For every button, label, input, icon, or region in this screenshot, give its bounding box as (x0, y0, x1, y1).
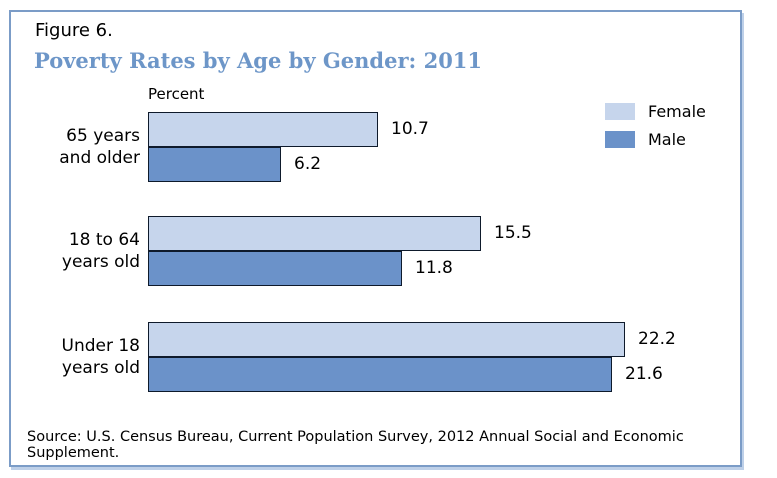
legend-label-male: Male (648, 130, 686, 149)
category-label: 65 years and older (59, 126, 140, 168)
male-bar (148, 147, 281, 182)
male-bar (148, 357, 612, 392)
legend-label-female: Female (648, 102, 706, 121)
male-value-label: 11.8 (415, 258, 453, 278)
female-value-label: 15.5 (494, 223, 532, 243)
source-note: Source: U.S. Census Bureau, Current Popu… (27, 429, 684, 461)
category-label: Under 18 years old (61, 336, 141, 378)
category-label: 18 to 64 years old (61, 230, 140, 272)
male-value-label: 21.6 (625, 364, 663, 384)
female-value-label: 10.7 (391, 119, 429, 139)
axis-unit-label: Percent (148, 85, 205, 103)
female-bar (148, 216, 481, 251)
legend-item-female: Female (605, 103, 706, 120)
legend-swatch-female (605, 103, 635, 120)
legend-swatch-male (605, 131, 635, 148)
female-bar (148, 322, 625, 357)
female-value-label: 22.2 (638, 329, 676, 349)
female-bar (148, 112, 378, 147)
chart-title: Poverty Rates by Age by Gender: 2011 (34, 48, 483, 73)
legend-item-male: Male (605, 131, 686, 148)
figure-number: Figure 6. (35, 20, 113, 41)
male-bar (148, 251, 402, 286)
male-value-label: 6.2 (294, 154, 322, 174)
